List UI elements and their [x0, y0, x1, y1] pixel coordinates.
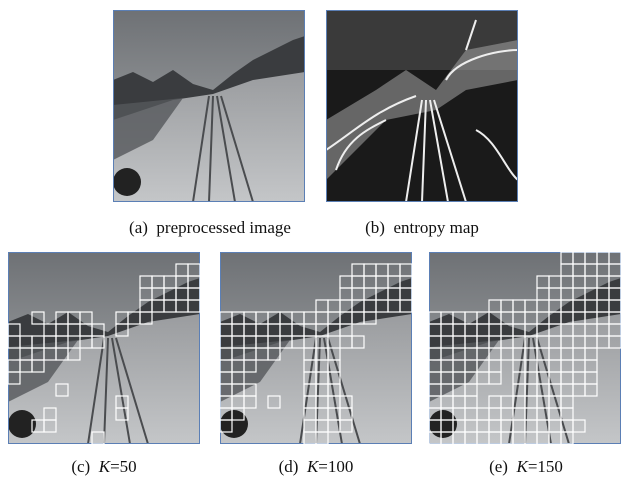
caption-text: entropy map — [393, 218, 478, 237]
caption-text: =50 — [110, 457, 137, 476]
rock — [113, 168, 141, 196]
caption: (b) entropy map — [302, 218, 542, 238]
selected-patches-image — [429, 252, 621, 444]
caption: (e) K=150 — [406, 457, 622, 477]
caption-label: (d) — [279, 457, 299, 476]
caption-label: (a) — [129, 218, 148, 237]
caption-variable: K — [307, 457, 318, 476]
selected-patches-image — [220, 252, 412, 444]
caption-label: (e) — [489, 457, 508, 476]
selected-patches-image — [8, 252, 200, 444]
caption-label: (b) — [365, 218, 385, 237]
caption: (a) preprocessed image — [90, 218, 330, 238]
preprocessed-image — [113, 10, 305, 202]
caption-label: (c) — [71, 457, 90, 476]
entropy-map — [326, 10, 518, 202]
caption-text: =100 — [318, 457, 353, 476]
caption: (c) K=50 — [0, 457, 224, 477]
caption-text: preprocessed image — [156, 218, 291, 237]
figure-page: (a) preprocessed image (b) entropy map (… — [0, 0, 622, 479]
caption-variable: K — [99, 457, 110, 476]
caption: (d) K=100 — [196, 457, 436, 477]
caption-text: =150 — [528, 457, 563, 476]
caption-variable: K — [516, 457, 527, 476]
